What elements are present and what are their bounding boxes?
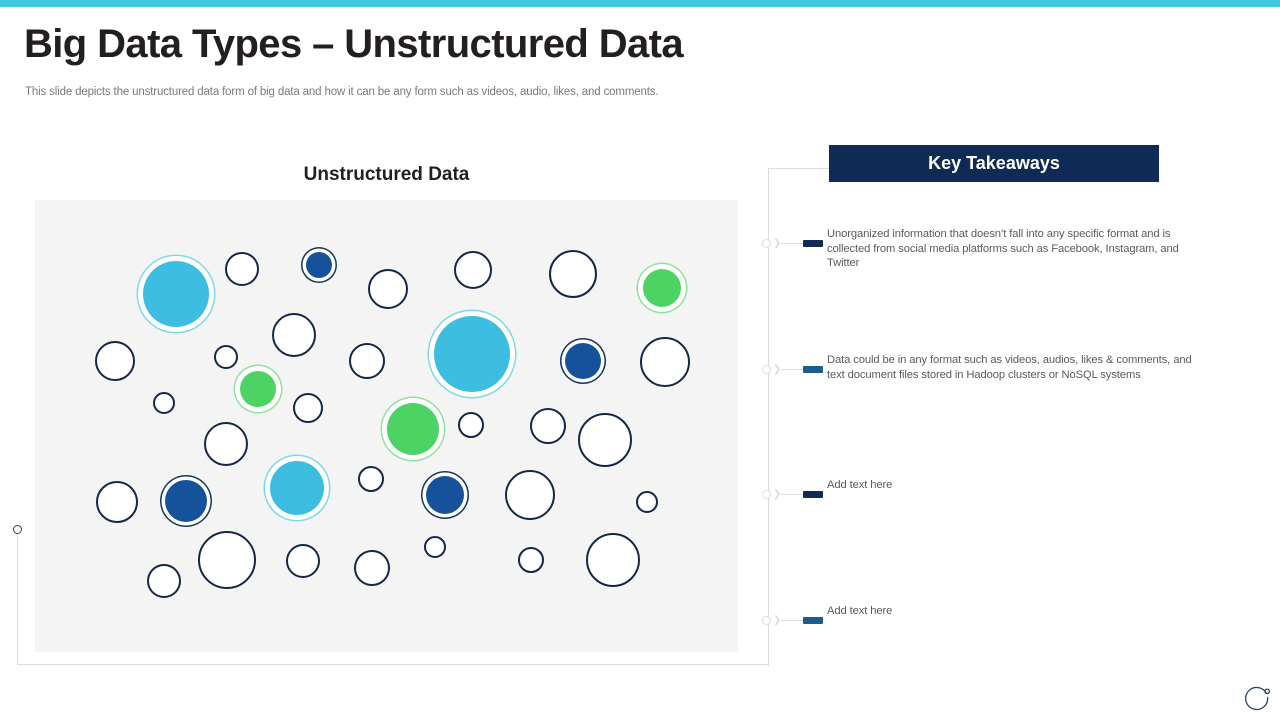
data-bubble <box>458 412 484 438</box>
data-bubble <box>95 341 135 381</box>
frame-node-icon <box>13 525 22 534</box>
bullet-dash-icon <box>803 366 823 373</box>
data-bubble <box>293 393 323 423</box>
data-bubble <box>565 343 601 379</box>
chevron-right-icon: ❯ <box>773 364 782 375</box>
chevron-right-icon: ❯ <box>773 238 782 249</box>
bullet-dash-icon <box>803 617 823 624</box>
data-bubble <box>549 250 597 298</box>
data-bubble <box>198 531 256 589</box>
data-bubble <box>272 313 316 357</box>
data-bubble <box>153 392 175 414</box>
data-bubble <box>96 481 138 523</box>
data-bubble <box>358 466 384 492</box>
page-title: Big Data Types – Unstructured Data <box>24 22 684 66</box>
data-bubble <box>354 550 390 586</box>
connector-line <box>781 494 803 495</box>
data-bubble <box>270 461 324 515</box>
frame-top-connector <box>768 168 830 169</box>
data-bubble <box>426 476 464 514</box>
key-takeaway-text: Add text here <box>827 479 893 491</box>
data-bubble <box>225 252 259 286</box>
data-bubble <box>636 491 658 513</box>
data-bubble <box>578 413 632 467</box>
circle-arc-logo-icon <box>1245 686 1271 711</box>
page-subtitle: This slide depicts the unstructured data… <box>25 86 659 98</box>
data-bubble <box>454 251 492 289</box>
key-takeaway-text: Data could be in any format such as vide… <box>827 354 1192 381</box>
data-bubble <box>640 337 690 387</box>
connector-line <box>781 620 803 621</box>
data-bubble <box>214 345 238 369</box>
data-bubble <box>530 408 566 444</box>
timeline-node-icon <box>762 490 771 499</box>
chevron-right-icon: ❯ <box>773 615 782 626</box>
timeline-node-icon <box>762 365 771 374</box>
data-bubble <box>240 371 276 407</box>
key-takeaway-text: Add text here <box>827 605 893 617</box>
data-bubble <box>147 564 181 598</box>
data-bubble <box>286 544 320 578</box>
data-bubble <box>349 343 385 379</box>
bubble-chart-title: Unstructured Data <box>303 164 470 185</box>
data-bubble <box>518 547 544 573</box>
chevron-right-icon: ❯ <box>773 489 782 500</box>
bubble-chart-panel <box>35 200 738 652</box>
frame-vertical-connector <box>768 168 769 666</box>
data-bubble <box>434 316 510 392</box>
data-bubble <box>586 533 640 587</box>
data-bubble <box>387 403 439 455</box>
data-bubble <box>143 261 209 327</box>
key-takeaways-banner: Key Takeaways <box>829 145 1159 182</box>
timeline-node-icon <box>762 239 771 248</box>
data-bubble <box>306 252 332 278</box>
timeline-node-icon <box>762 616 771 625</box>
bullet-dash-icon <box>803 240 823 247</box>
connector-line <box>781 369 803 370</box>
data-bubble <box>368 269 408 309</box>
data-bubble <box>165 480 207 522</box>
bullet-dash-icon <box>803 491 823 498</box>
connector-line <box>781 243 803 244</box>
top-accent-bar <box>0 0 1280 7</box>
data-bubble <box>424 536 446 558</box>
data-bubble <box>643 269 681 307</box>
data-bubble <box>505 470 555 520</box>
data-bubble <box>204 422 248 466</box>
key-takeaway-text: Unorganized information that doesn’t fal… <box>827 228 1179 269</box>
